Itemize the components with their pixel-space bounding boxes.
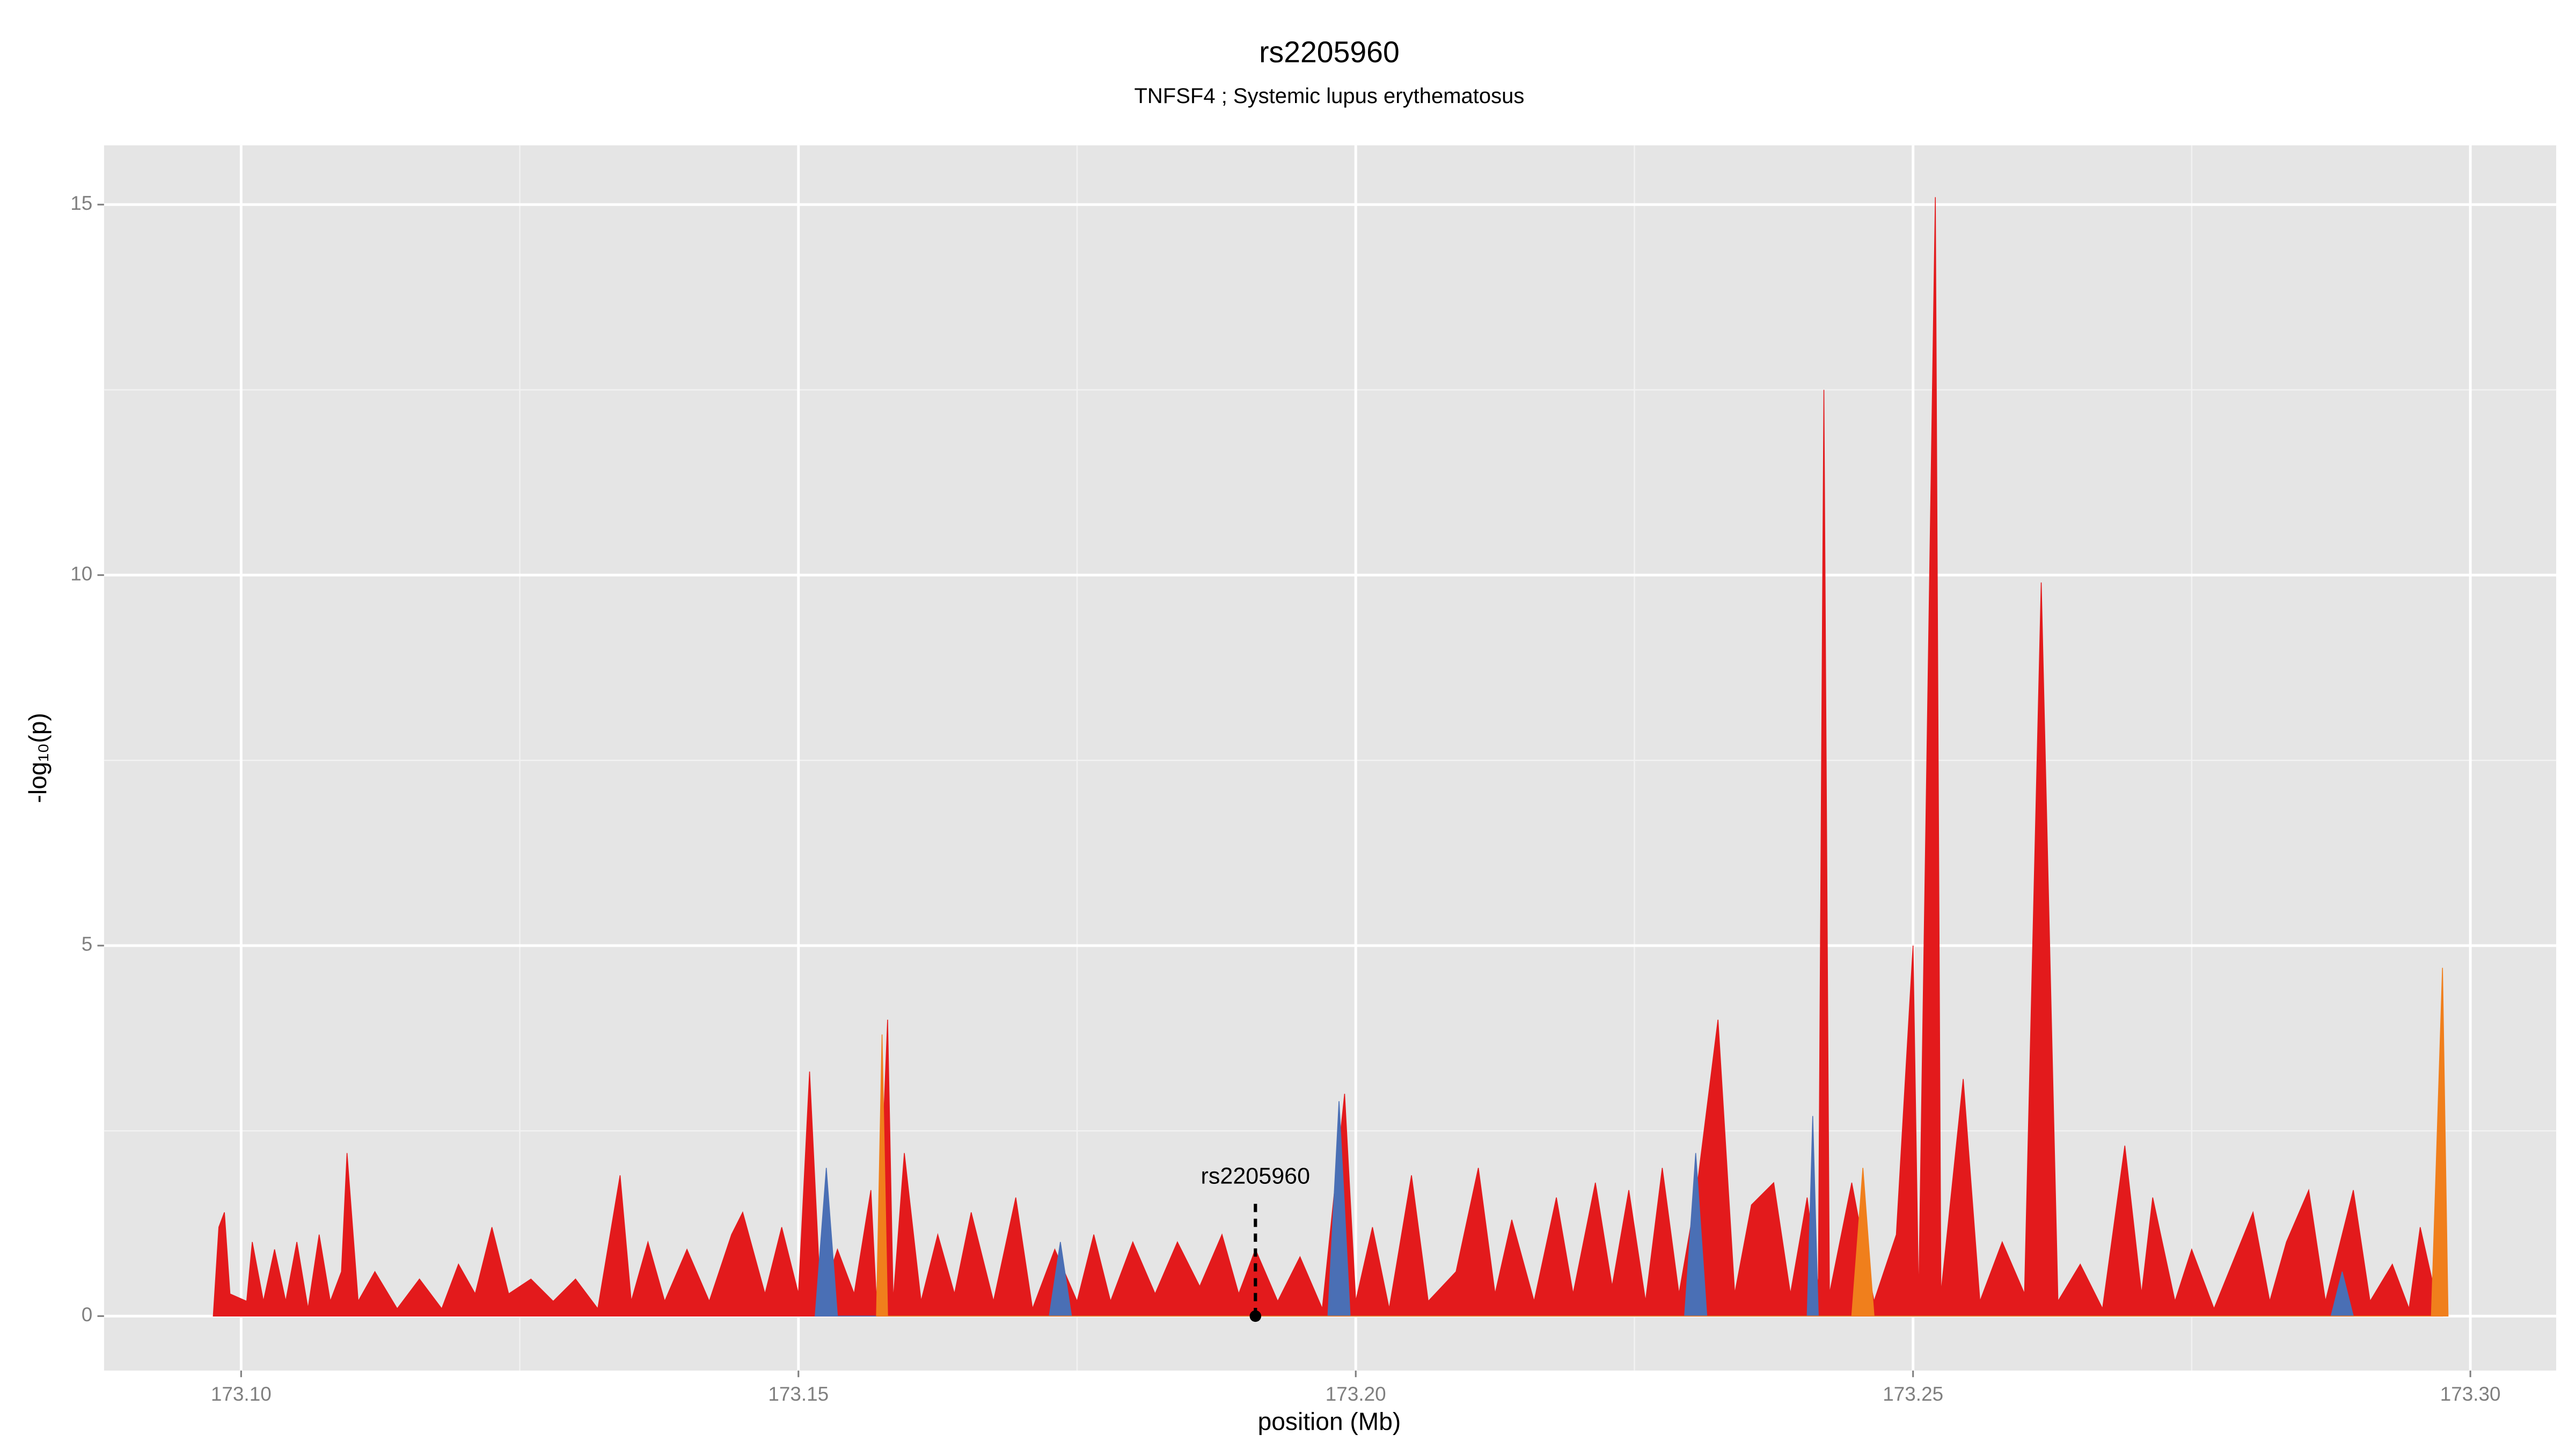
y-tick-label: 5: [82, 933, 93, 955]
x-tick-label: 173.30: [2440, 1383, 2501, 1405]
chart-subtitle: TNFSF4 ; Systemic lupus erythematosus: [1134, 84, 1524, 108]
area: [876, 968, 2449, 1317]
y-tick-label: 10: [70, 562, 92, 584]
x-tick-label: 173.10: [211, 1383, 272, 1405]
annotation-label: rs2205960: [1201, 1163, 1311, 1189]
y-tick-label: 0: [82, 1304, 93, 1326]
y-axis-label: -log₁₀(p): [24, 713, 52, 803]
y-tick-label: 15: [70, 192, 92, 214]
x-tick-label: 173.15: [768, 1383, 829, 1405]
area: [213, 197, 2443, 1317]
plot-background: [104, 145, 2557, 1371]
annotation-point: [1249, 1310, 1262, 1322]
chart-title: rs2205960: [1259, 35, 1400, 69]
x-axis-label: position (Mb): [1258, 1407, 1401, 1435]
x-tick-label: 173.20: [1326, 1383, 1386, 1405]
marks: [213, 197, 2449, 1317]
x-tick-label: 173.25: [1883, 1383, 1943, 1405]
